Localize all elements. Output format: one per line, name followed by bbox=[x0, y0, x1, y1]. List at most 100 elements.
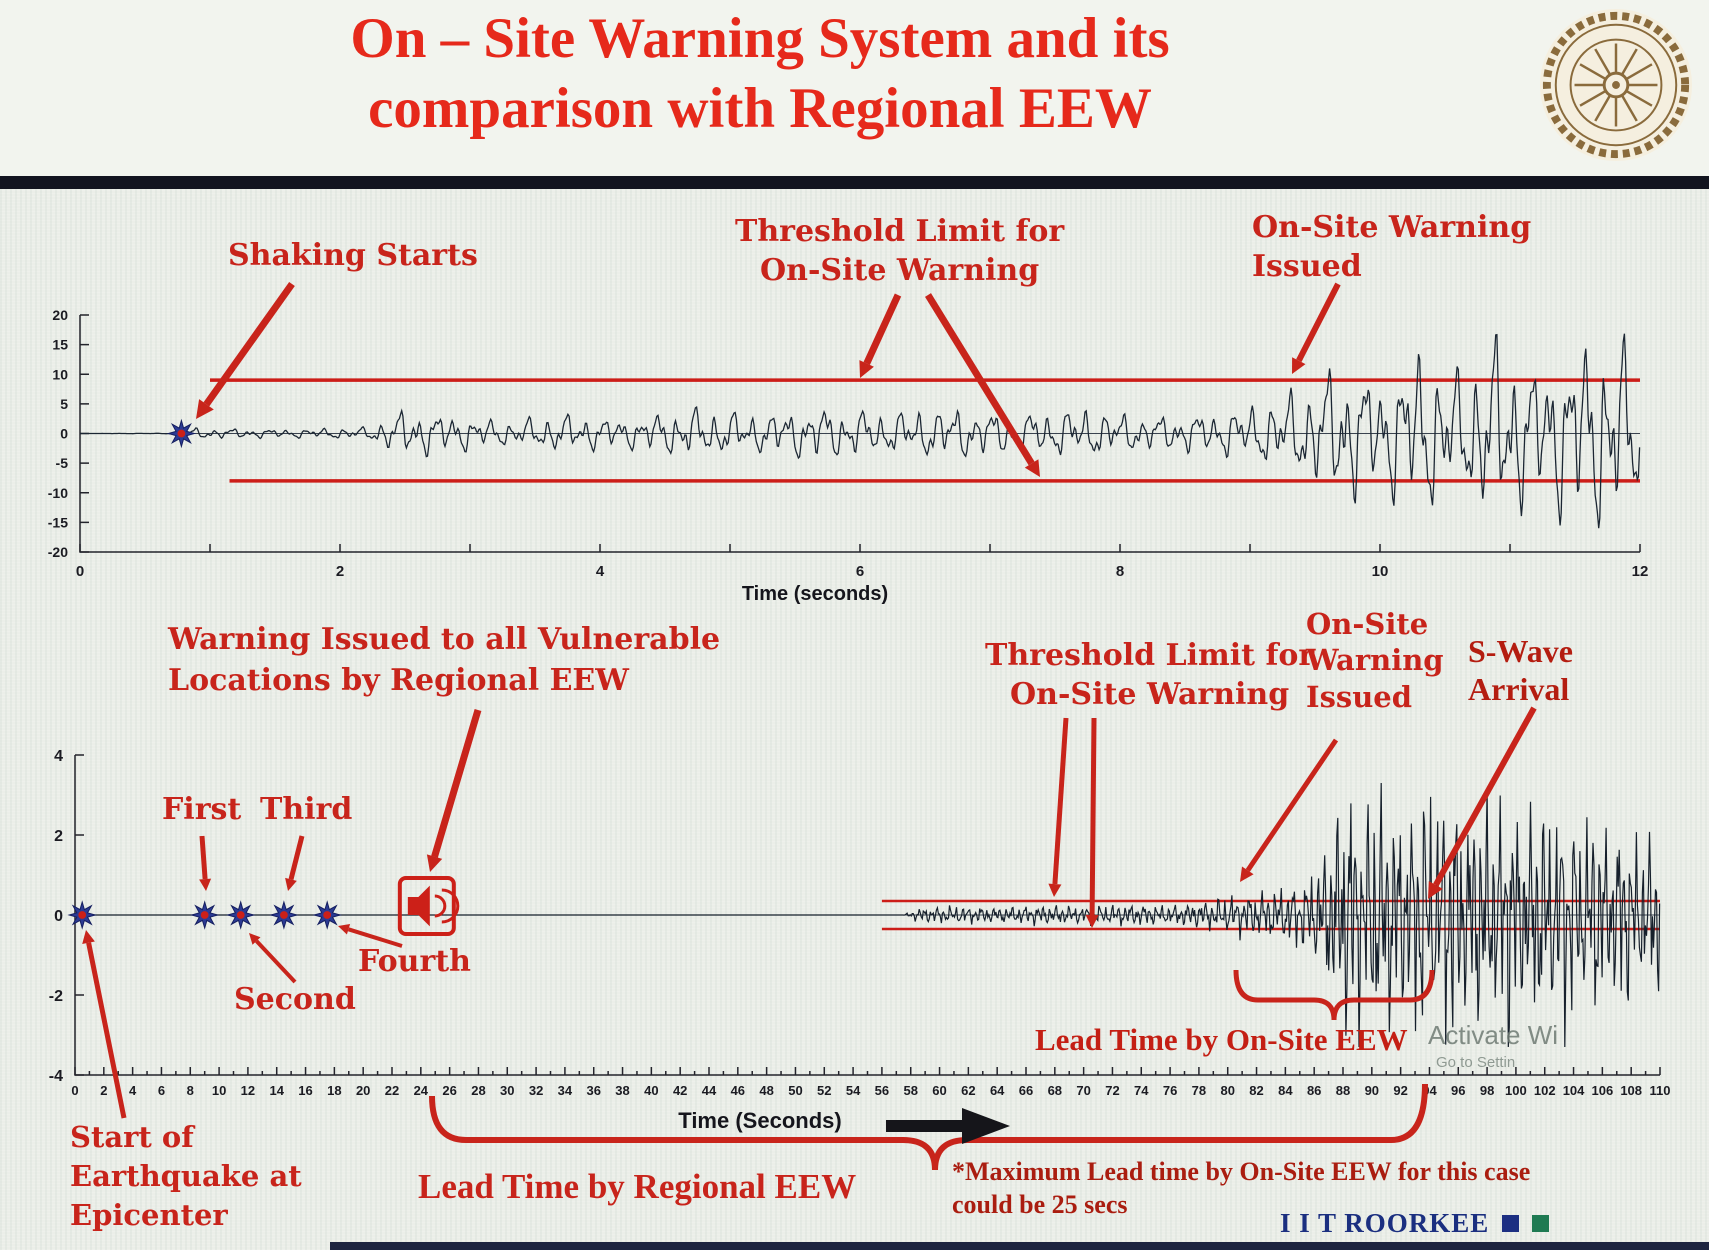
tick-label: 100 bbox=[1505, 1083, 1527, 1098]
tick-label: 14 bbox=[269, 1083, 284, 1098]
tick-label: -15 bbox=[48, 514, 68, 530]
chart1-axes bbox=[79, 314, 1641, 553]
tick-label: 40 bbox=[644, 1083, 658, 1098]
tick-label: 28 bbox=[471, 1083, 485, 1098]
brand-text: I I T ROORKEE bbox=[1280, 1208, 1490, 1238]
tick-label: -4 bbox=[49, 1068, 63, 1085]
tick-label: 108 bbox=[1620, 1083, 1642, 1098]
onsite-warning-issued-label-chart1: On-Site Warning Issued bbox=[1252, 210, 1532, 284]
tick-label: 52 bbox=[817, 1083, 831, 1098]
tick-label: 96 bbox=[1451, 1083, 1465, 1098]
brand-square-blue-icon bbox=[1502, 1215, 1520, 1232]
tick-label: 56 bbox=[875, 1083, 889, 1098]
p-wave-marker-First-core bbox=[200, 911, 209, 919]
tick-label: 22 bbox=[385, 1083, 399, 1098]
tick-label: 15 bbox=[52, 337, 68, 353]
chart2-x-axis-title: Time (Seconds) bbox=[678, 1108, 842, 1133]
chart1-acceleration-waveform bbox=[80, 333, 1641, 529]
tick-label: 38 bbox=[615, 1083, 629, 1098]
fourth-detection-label: Fourth bbox=[358, 944, 471, 979]
iit-roorkee-logo bbox=[1539, 8, 1693, 162]
tick-label: 88 bbox=[1336, 1083, 1350, 1098]
tick-label: 2 bbox=[54, 828, 63, 845]
bottom-edge-bar bbox=[330, 1242, 1709, 1250]
third-detection-label: Third bbox=[260, 792, 353, 827]
logo-gear-ring bbox=[1542, 11, 1690, 159]
tick-label: 6 bbox=[856, 563, 864, 580]
p-wave-marker-Fourth-core bbox=[323, 911, 332, 919]
tick-label: 10 bbox=[52, 366, 68, 382]
tick-label: 5 bbox=[60, 396, 68, 412]
brand-square-green-icon bbox=[1531, 1215, 1549, 1232]
tick-label: 16 bbox=[298, 1083, 312, 1098]
chart1-x-axis-title: Time (seconds) bbox=[741, 583, 889, 605]
regional-warning-label: Warning Issued to all Vulnerable Locatio… bbox=[168, 622, 721, 698]
tick-label: 72 bbox=[1105, 1083, 1119, 1098]
tick-label: 70 bbox=[1076, 1083, 1090, 1098]
tick-label: 10 bbox=[1372, 563, 1389, 580]
tick-label: 4 bbox=[129, 1083, 137, 1098]
tick-label: 60 bbox=[932, 1083, 946, 1098]
tick-label: -20 bbox=[48, 544, 68, 560]
lead-time-onsite-label: Lead Time by On-Site EEW bbox=[1035, 1022, 1408, 1057]
tick-label: 36 bbox=[586, 1083, 600, 1098]
tick-label: 94 bbox=[1422, 1083, 1437, 1098]
tick-label: -2 bbox=[49, 988, 63, 1005]
tick-label: 110 bbox=[1650, 1083, 1671, 1098]
p-wave-marker-epicenter-core bbox=[78, 911, 87, 919]
s-wave-arrival-label: S-Wave Arrival bbox=[1468, 633, 1573, 708]
threshold-limit-label-chart1: Threshold Limit for On-Site Warning bbox=[735, 214, 1065, 288]
tick-label: 6 bbox=[158, 1083, 165, 1098]
tick-label: 78 bbox=[1192, 1083, 1206, 1098]
epicenter-start-label: Start of Earthquake at Epicenter bbox=[70, 1120, 302, 1233]
tick-label: 32 bbox=[529, 1083, 543, 1098]
tick-label: 0 bbox=[54, 908, 63, 925]
tick-label: 26 bbox=[442, 1083, 456, 1098]
shaking-starts-label: Shaking Starts bbox=[228, 238, 478, 273]
title-divider bbox=[0, 176, 1709, 189]
tick-label: 106 bbox=[1592, 1083, 1614, 1098]
iit-roorkee-wordmark: I I T ROORKEE bbox=[1280, 1208, 1549, 1239]
regional-warning-speaker-icon bbox=[397, 876, 460, 936]
tick-label: 8 bbox=[1116, 563, 1124, 580]
tick-label: 0 bbox=[60, 426, 68, 442]
tick-label: 42 bbox=[673, 1083, 687, 1098]
second-detection-label: Second bbox=[234, 982, 356, 1017]
tick-label: 92 bbox=[1393, 1083, 1407, 1098]
tick-label: 62 bbox=[961, 1083, 975, 1098]
tick-label: 12 bbox=[1632, 563, 1649, 580]
tick-label: 84 bbox=[1278, 1083, 1293, 1098]
tick-label: 86 bbox=[1307, 1083, 1321, 1098]
tick-label: -10 bbox=[48, 485, 68, 501]
tick-label: 2 bbox=[100, 1083, 107, 1098]
p-wave-marker-Second-core bbox=[236, 911, 245, 919]
tick-label: 48 bbox=[759, 1083, 773, 1098]
tick-label: 66 bbox=[1019, 1083, 1033, 1098]
tick-label: 0 bbox=[76, 563, 84, 580]
tick-label: 102 bbox=[1534, 1083, 1556, 1098]
tick-label: -5 bbox=[56, 455, 69, 471]
onsite-warning-issued-label-chart2: On-Site Warning Issued bbox=[1306, 607, 1444, 714]
tick-label: 54 bbox=[846, 1083, 861, 1098]
first-detection-label: First bbox=[162, 792, 242, 827]
tick-label: 10 bbox=[212, 1083, 226, 1098]
tick-label: 64 bbox=[990, 1083, 1005, 1098]
tick-label: 74 bbox=[1134, 1083, 1149, 1098]
comparison-seismogram-chart: 420-2-40 2 4 6 8 10 12 14 16 18 20 22 24 26 28 30 32 34 36… bbox=[49, 748, 1671, 1098]
onsite-seismogram-chart: 20 15 10 5 0 -5 -10 -15 -20 0 2 4 6 8 10 12 bbox=[48, 307, 1649, 580]
logo-wheel-rim bbox=[1569, 38, 1663, 132]
tick-label: 24 bbox=[414, 1083, 429, 1098]
tick-label: 20 bbox=[356, 1083, 370, 1098]
chart2-axes bbox=[74, 754, 1661, 1076]
logo-hub bbox=[1602, 71, 1630, 99]
tick-label: 44 bbox=[702, 1083, 717, 1098]
page-title: On – Site Warning System and its compari… bbox=[350, 7, 1170, 140]
logo-hub-center bbox=[1612, 81, 1620, 89]
logo-wheel-spokes bbox=[1574, 43, 1658, 127]
tick-label: 18 bbox=[327, 1083, 341, 1098]
tick-label: 2 bbox=[336, 563, 344, 580]
threshold-limit-label-chart2: Threshold Limit for On-Site Warning bbox=[985, 638, 1315, 712]
tick-label: 0 bbox=[71, 1083, 78, 1098]
tick-label: 80 bbox=[1220, 1083, 1234, 1098]
tick-label: 82 bbox=[1249, 1083, 1263, 1098]
